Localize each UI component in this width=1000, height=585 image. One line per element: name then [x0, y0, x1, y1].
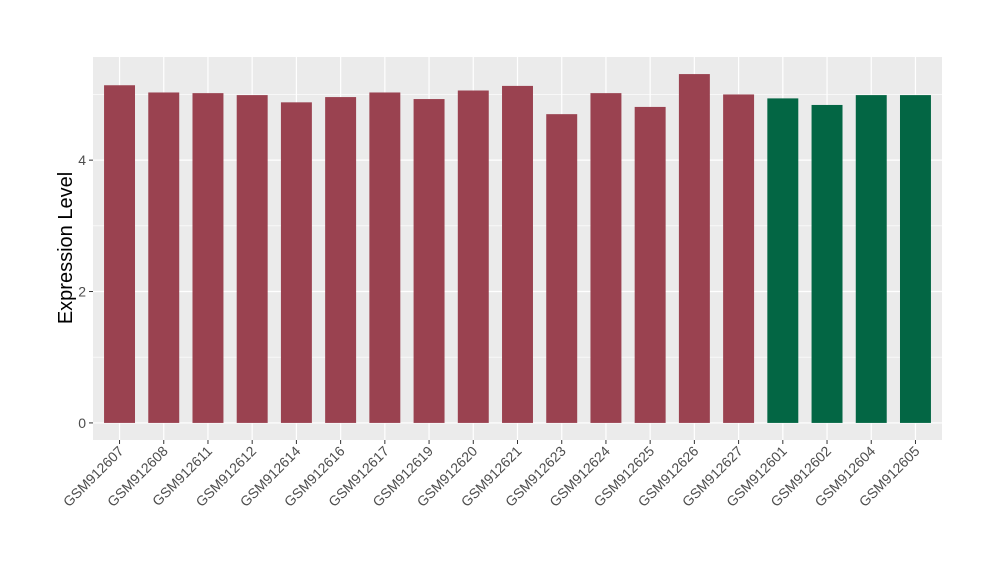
bar-GSM912604 — [855, 95, 887, 423]
bar-GSM912602 — [811, 104, 843, 423]
bar-GSM912623 — [546, 114, 578, 423]
y-tick-label: 2 — [78, 284, 86, 300]
bar-GSM912612 — [236, 95, 268, 423]
bars — [104, 74, 931, 423]
bar-GSM912627 — [723, 94, 755, 423]
bar-GSM912601 — [767, 98, 799, 423]
x-axis: GSM912607GSM912608GSM912611GSM912612GSM9… — [60, 440, 923, 510]
bar-GSM912624 — [590, 93, 622, 423]
bar-GSM912626 — [678, 74, 710, 423]
bar-GSM912608 — [148, 92, 180, 423]
bar-GSM912616 — [325, 97, 357, 423]
bar-GSM912614 — [280, 102, 312, 423]
bar-GSM912619 — [413, 99, 445, 423]
bar-GSM912621 — [502, 85, 533, 423]
bar-GSM912611 — [192, 93, 224, 423]
bar-GSM912625 — [634, 106, 666, 423]
y-tick-label: 0 — [78, 415, 86, 431]
y-axis-label: Expression Level — [55, 172, 77, 324]
bar-GSM912617 — [369, 92, 401, 423]
y-axis: 0 2 4 — [78, 152, 93, 431]
y-tick-label: 4 — [78, 152, 86, 168]
bar-GSM912607 — [104, 85, 136, 423]
bar-GSM912620 — [457, 90, 489, 423]
bar-GSM912605 — [899, 95, 931, 423]
